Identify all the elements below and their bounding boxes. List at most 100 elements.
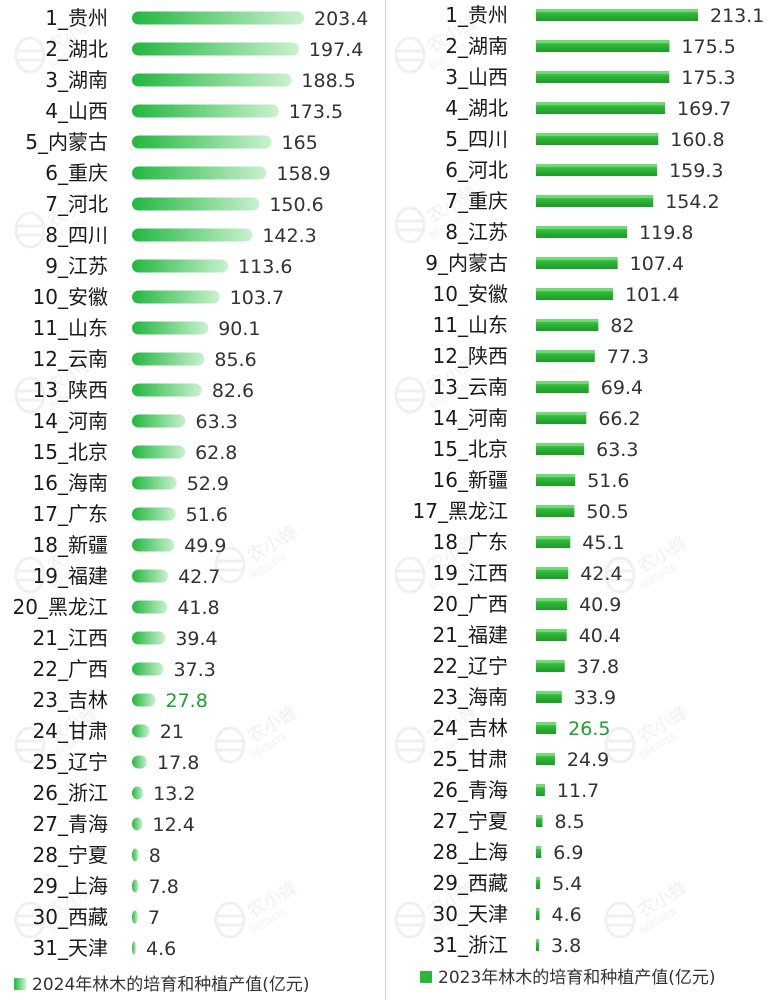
bar [132,724,150,738]
value-label: 26.5 [568,718,610,740]
bar [536,784,545,796]
value-label: 150.6 [269,194,323,216]
value-label: 27.8 [166,690,208,712]
value-label: 51.6 [587,470,629,492]
legend: 2023年林木的培育和种植产值(亿元) [420,968,716,988]
bar [132,414,186,428]
value-label: 103.7 [230,287,284,309]
legend-swatch [14,978,26,990]
category-label: 11_山东 [433,313,508,337]
category-label: 6_河北 [445,158,508,182]
bar [132,321,209,335]
bar [132,910,138,924]
value-label: 37.3 [174,659,216,681]
category-label: 29_西藏 [433,871,508,895]
bar [132,11,304,25]
value-label: 7.8 [149,876,179,898]
bar [132,166,267,180]
category-label: 27_宁夏 [433,809,508,833]
category-label: 2_湖北 [45,37,108,61]
category-label: 19_福建 [33,564,108,588]
bar [536,722,557,734]
value-label: 63.3 [196,411,238,433]
category-label: 5_内蒙古 [25,130,108,154]
value-label: 66.2 [598,408,640,430]
bar [132,600,168,614]
bar [132,228,253,242]
value-label: 77.3 [607,346,649,368]
bar [536,598,568,610]
bar [536,846,542,858]
value-label: 203.4 [314,8,368,30]
category-label: 25_辽宁 [33,750,108,774]
bar [132,538,175,552]
bar [132,662,164,676]
bar [132,290,220,304]
value-label: 6.9 [553,842,583,864]
value-label: 42.7 [178,566,220,588]
value-label: 7 [148,907,160,929]
category-label: 8_四川 [45,223,108,247]
category-label: 15_北京 [433,437,508,461]
bar [132,941,136,955]
legend-label: 2023年林木的培育和种植产值(亿元) [438,968,716,988]
category-label: 3_山西 [445,65,508,89]
bar [536,71,670,83]
bar [132,755,148,769]
bar [536,474,576,486]
value-label: 197.4 [309,39,363,61]
category-label: 23_海南 [433,685,508,709]
category-label: 16_海南 [33,471,108,495]
category-label: 25_甘肃 [433,747,508,771]
bar [132,569,169,583]
bar [536,536,571,548]
panel-divider [385,0,386,1000]
category-label: 12_陕西 [433,344,508,368]
category-label: 26_浙江 [33,781,108,805]
category-label: 4_湖北 [445,96,508,120]
bar [536,908,540,920]
value-label: 39.4 [175,628,217,650]
category-label: 30_西藏 [33,905,108,929]
value-label: 40.9 [579,594,621,616]
bar [536,288,614,300]
category-label: 28_上海 [433,840,508,864]
category-label: 24_甘肃 [33,719,108,743]
category-label: 24_吉林 [433,716,508,740]
category-label: 14_河南 [433,406,508,430]
legend-swatch [420,971,432,983]
bar [536,350,595,362]
category-label: 5_四川 [445,127,508,151]
category-label: 18_新疆 [33,533,108,557]
value-label: 142.3 [262,225,316,247]
value-label: 82 [610,315,634,337]
bar [132,197,260,211]
category-label: 1_贵州 [445,3,508,27]
value-label: 11.7 [557,780,599,802]
bar [536,133,659,145]
chart-2024: 农小蜂BEEDATA农小蜂BEEDATA农小蜂BEEDATA农小蜂BEEDATA… [13,6,369,995]
category-label: 17_广东 [33,502,108,526]
category-label: 9_内蒙古 [425,251,508,275]
category-label: 30_天津 [433,902,508,926]
bar [132,507,176,521]
bar [536,629,567,641]
bar [536,226,628,238]
bar [536,815,543,827]
category-label: 11_山东 [33,316,108,340]
value-label: 21 [160,721,184,743]
bar [132,786,144,800]
value-label: 50.5 [586,501,628,523]
value-label: 49.9 [184,535,226,557]
value-label: 4.6 [551,904,581,926]
value-label: 42.4 [580,563,622,585]
category-label: 1_贵州 [45,6,108,30]
value-label: 12.4 [152,814,194,836]
value-label: 8 [149,845,161,867]
value-label: 3.8 [551,935,581,957]
category-label: 27_青海 [33,812,108,836]
category-label: 29_上海 [33,874,108,898]
